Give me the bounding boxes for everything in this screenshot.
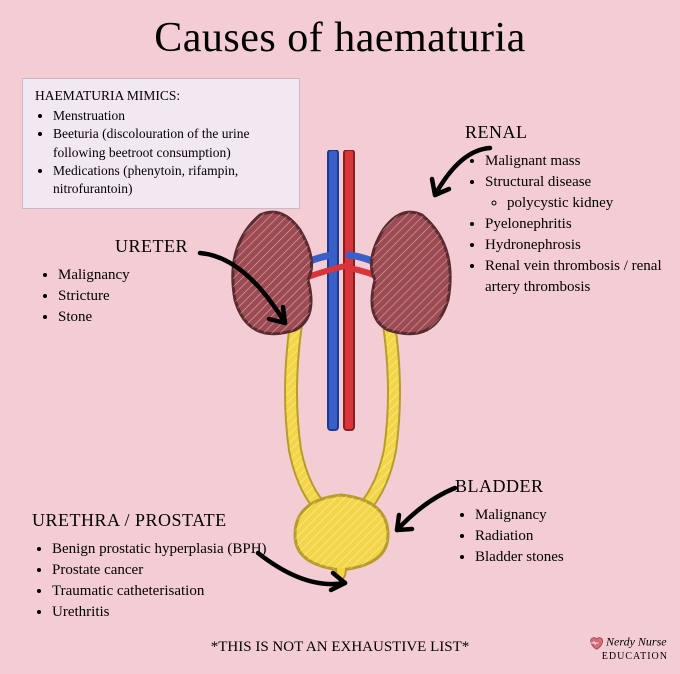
list-item: Prostate cancer [52, 560, 267, 581]
section-heading: RENAL [465, 120, 665, 145]
section-ureter: URETER Malignancy Stricture Stone [38, 234, 208, 328]
list-item: Traumatic catheterisation [52, 581, 267, 602]
bladder [295, 495, 388, 580]
page-title: Causes of haematuria [0, 0, 680, 62]
kidney-left [233, 212, 312, 334]
list-item: Stricture [58, 286, 208, 307]
list-item: Pyelonephritis [485, 214, 665, 235]
list-item: Radiation [475, 526, 645, 547]
list-item: Structural disease polycystic kidney [485, 172, 665, 214]
ureter-list: Malignancy Stricture Stone [38, 265, 208, 328]
brand-line1: Nerdy Nurse [606, 635, 667, 649]
list-subitem: polycystic kidney [507, 193, 665, 214]
section-bladder: BLADDER Malignancy Radiation Bladder sto… [455, 474, 645, 568]
list-item: Benign prostatic hyperplasia (BPH) [52, 539, 267, 560]
section-heading: URETHRA / PROSTATE [32, 508, 267, 533]
mimics-heading: HAEMATURIA MIMICS: [35, 87, 287, 105]
list-item: Menstruation [53, 107, 287, 125]
section-renal: RENAL Malignant mass Structural disease … [465, 120, 665, 298]
list-item: Renal vein thrombosis / renal artery thr… [485, 256, 665, 298]
section-heading: URETER [38, 234, 208, 259]
list-item: Hydronephrosis [485, 235, 665, 256]
list-item: Malignancy [475, 505, 645, 526]
list-item: Bladder stones [475, 547, 645, 568]
list-item: Malignancy [58, 265, 208, 286]
list-item: Urethritis [52, 602, 267, 623]
brand-badge: Nerdy Nurse EDUCATION [588, 635, 668, 662]
bladder-list: Malignancy Radiation Bladder stones [455, 505, 645, 568]
disclaimer-text: *THIS IS NOT AN EXHAUSTIVE LIST* [211, 639, 469, 656]
section-urethra: URETHRA / PROSTATE Benign prostatic hype… [32, 508, 267, 623]
renal-list: Malignant mass Structural disease polycy… [465, 151, 665, 298]
urethra-list: Benign prostatic hyperplasia (BPH) Prost… [32, 539, 267, 623]
list-item: Stone [58, 307, 208, 328]
brand-line2: EDUCATION [602, 651, 668, 662]
heart-icon [588, 635, 604, 651]
list-item: Malignant mass [485, 151, 665, 172]
section-heading: BLADDER [455, 474, 645, 499]
kidney-right [371, 212, 450, 334]
